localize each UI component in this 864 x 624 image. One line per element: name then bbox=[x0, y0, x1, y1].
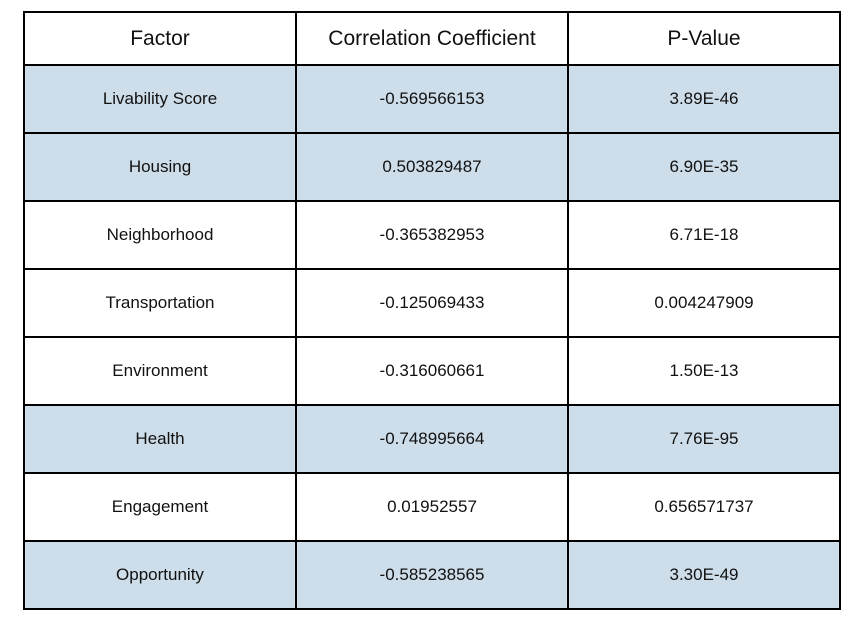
cell-p-value: 0.656571737 bbox=[567, 472, 841, 542]
cell-correlation: -0.365382953 bbox=[295, 200, 569, 270]
cell-factor: Environment bbox=[23, 336, 297, 406]
header-row: Factor Correlation Coefficient P-Value bbox=[23, 11, 841, 66]
cell-p-value: 6.90E-35 bbox=[567, 132, 841, 202]
cell-p-value: 6.71E-18 bbox=[567, 200, 841, 270]
header-factor: Factor bbox=[23, 11, 297, 66]
cell-correlation: 0.01952557 bbox=[295, 472, 569, 542]
header-p-value: P-Value bbox=[567, 11, 841, 66]
table-row: Transportation -0.125069433 0.004247909 bbox=[23, 268, 841, 338]
table-row: Housing 0.503829487 6.90E-35 bbox=[23, 132, 841, 202]
correlation-table-container: Factor Correlation Coefficient P-Value L… bbox=[23, 11, 841, 610]
table-row: Health -0.748995664 7.76E-95 bbox=[23, 404, 841, 474]
cell-p-value: 0.004247909 bbox=[567, 268, 841, 338]
table-row: Livability Score -0.569566153 3.89E-46 bbox=[23, 64, 841, 134]
cell-p-value: 7.76E-95 bbox=[567, 404, 841, 474]
cell-p-value: 1.50E-13 bbox=[567, 336, 841, 406]
cell-factor: Engagement bbox=[23, 472, 297, 542]
table-row: Environment -0.316060661 1.50E-13 bbox=[23, 336, 841, 406]
cell-correlation: -0.316060661 bbox=[295, 336, 569, 406]
cell-correlation: -0.569566153 bbox=[295, 64, 569, 134]
cell-correlation: -0.585238565 bbox=[295, 540, 569, 610]
cell-factor: Housing bbox=[23, 132, 297, 202]
table-row: Neighborhood -0.365382953 6.71E-18 bbox=[23, 200, 841, 270]
cell-p-value: 3.30E-49 bbox=[567, 540, 841, 610]
cell-correlation: 0.503829487 bbox=[295, 132, 569, 202]
correlation-table: Factor Correlation Coefficient P-Value L… bbox=[23, 11, 841, 610]
cell-correlation: -0.748995664 bbox=[295, 404, 569, 474]
cell-factor: Livability Score bbox=[23, 64, 297, 134]
cell-factor: Transportation bbox=[23, 268, 297, 338]
cell-factor: Neighborhood bbox=[23, 200, 297, 270]
cell-factor: Opportunity bbox=[23, 540, 297, 610]
cell-p-value: 3.89E-46 bbox=[567, 64, 841, 134]
cell-factor: Health bbox=[23, 404, 297, 474]
table-row: Opportunity -0.585238565 3.30E-49 bbox=[23, 540, 841, 610]
table-row: Engagement 0.01952557 0.656571737 bbox=[23, 472, 841, 542]
cell-correlation: -0.125069433 bbox=[295, 268, 569, 338]
header-correlation-coefficient: Correlation Coefficient bbox=[295, 11, 569, 66]
